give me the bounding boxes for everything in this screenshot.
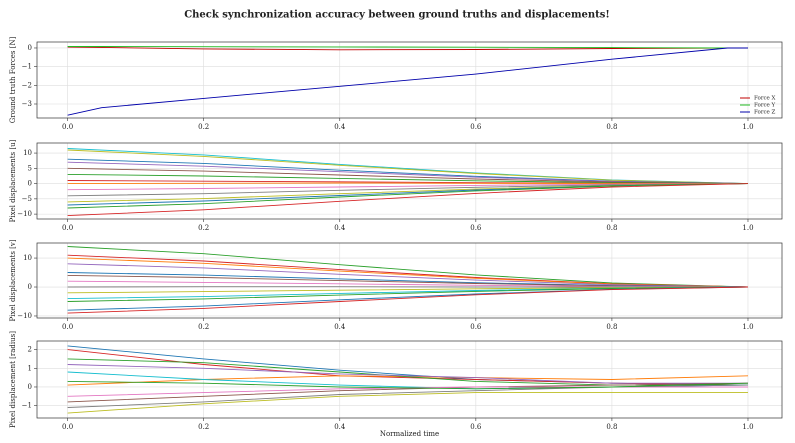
x-tick-label: 1.0	[742, 323, 753, 331]
y-tick-label: −1	[22, 402, 32, 410]
x-tick-label: 0.4	[334, 123, 346, 131]
legend-label: Force Y	[754, 103, 776, 109]
x-tick-label: 0.4	[334, 323, 346, 331]
series-line	[67, 364, 748, 384]
x-tick-label: 0.0	[62, 423, 73, 431]
x-tick-label: 1.0	[742, 423, 753, 431]
x-tick-label: 0.0	[62, 123, 73, 131]
series-line	[67, 167, 749, 185]
y-axis-label: Pixel displacements [u]	[9, 139, 17, 222]
x-tick-label: 0.0	[62, 323, 73, 331]
plot-frame	[36, 242, 783, 319]
x-tick-label: 0.6	[470, 423, 482, 431]
y-tick-label: −3	[22, 100, 32, 108]
x-axis-label: Normalized time	[380, 430, 439, 438]
x-tick-label: 0.4	[334, 224, 346, 232]
series-line	[67, 263, 749, 288]
y-tick-label: 10	[23, 149, 32, 157]
plot-frame	[36, 340, 783, 419]
series-line	[67, 173, 749, 185]
series-line	[67, 183, 749, 217]
x-tick-label: 0.4	[334, 423, 346, 431]
plot-area	[37, 341, 782, 418]
x-tick-label: 0.2	[198, 224, 209, 232]
x-tick-label: 0.8	[606, 423, 617, 431]
y-tick-label: 0	[28, 44, 32, 52]
y-tick-label: −1	[22, 63, 32, 71]
series-line	[67, 183, 749, 191]
x-tick-label: 0.8	[606, 323, 617, 331]
y-tick-label: −10	[17, 312, 32, 320]
series-line	[67, 286, 749, 302]
x-tick-label: 1.0	[742, 123, 753, 131]
legend-label: Force X	[754, 96, 776, 102]
figure-title: Check synchronization accuracy between g…	[184, 10, 610, 21]
series-line	[67, 46, 748, 49]
y-axis-label: Pixel displacements [v]	[9, 239, 17, 321]
legend-label: Force Z	[754, 110, 776, 116]
series-line	[67, 286, 749, 294]
x-tick-label: 0.8	[606, 224, 617, 232]
y-tick-label: −2	[22, 81, 32, 89]
x-tick-label: 0.0	[62, 224, 73, 232]
y-tick-label: 5	[28, 164, 32, 172]
plot-frame	[36, 142, 783, 220]
x-tick-label: 0.6	[470, 224, 482, 232]
series-line	[67, 382, 749, 403]
series-line	[67, 182, 748, 185]
y-tick-label: 0	[28, 180, 32, 188]
series-line	[67, 246, 749, 288]
x-tick-label: 0.6	[470, 323, 482, 331]
y-tick-label: −5	[22, 195, 32, 203]
y-tick-label: 0	[28, 283, 32, 291]
x-tick-label: 0.8	[606, 123, 617, 131]
series-line	[67, 149, 749, 185]
y-tick-label: 2	[28, 346, 32, 354]
y-tick-label: −10	[17, 210, 32, 218]
x-tick-label: 0.6	[470, 123, 482, 131]
y-axis-label: Ground truth Forces [N]	[9, 36, 17, 123]
series-line	[67, 183, 749, 197]
series-line	[67, 161, 749, 185]
series-line	[67, 286, 749, 314]
x-tick-label: 0.2	[198, 323, 209, 331]
y-tick-label: 10	[23, 254, 32, 262]
x-tick-label: 0.2	[198, 123, 209, 131]
y-tick-label: 0	[28, 383, 32, 391]
x-tick-label: 1.0	[742, 224, 753, 232]
y-axis-label: Pixel displacement [radius]	[9, 331, 17, 428]
series-line	[67, 183, 749, 209]
series-line	[67, 392, 748, 414]
series-line	[67, 380, 749, 390]
y-tick-label: 1	[28, 364, 32, 372]
series-line	[67, 257, 749, 288]
series-line	[67, 47, 748, 116]
plot-frame	[36, 41, 783, 119]
series-line	[67, 280, 749, 288]
x-tick-label: 0.2	[198, 423, 209, 431]
